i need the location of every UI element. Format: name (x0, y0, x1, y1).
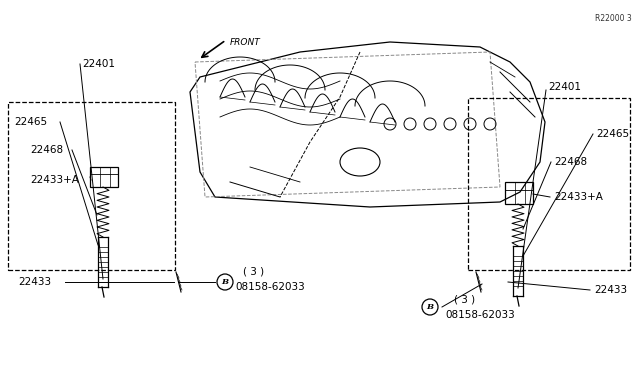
Text: R22000 3: R22000 3 (595, 14, 632, 23)
Polygon shape (190, 42, 545, 207)
Text: 22433+A: 22433+A (554, 192, 603, 202)
Text: 22433: 22433 (594, 285, 627, 295)
Bar (8, 102, 175, 270)
Text: ( 3 ): ( 3 ) (454, 294, 475, 304)
Bar (90, 167, 118, 187)
Text: B: B (426, 303, 433, 311)
Text: 22465: 22465 (14, 117, 47, 127)
Text: 22433+A: 22433+A (30, 175, 79, 185)
Bar (468, 98, 630, 270)
Text: 22468: 22468 (30, 145, 63, 155)
Text: 22468: 22468 (554, 157, 587, 167)
Text: 08158-62033: 08158-62033 (235, 282, 305, 292)
Text: ( 3 ): ( 3 ) (243, 266, 264, 276)
Text: 22465: 22465 (596, 129, 629, 139)
Text: B: B (221, 278, 228, 286)
Bar (505, 182, 533, 204)
Circle shape (422, 299, 438, 315)
Text: 22401: 22401 (82, 59, 115, 69)
Text: 08158-62033: 08158-62033 (445, 310, 515, 320)
Circle shape (217, 274, 233, 290)
Text: FRONT: FRONT (230, 38, 260, 46)
Text: 22401: 22401 (548, 82, 581, 92)
Text: 22433: 22433 (18, 277, 51, 287)
